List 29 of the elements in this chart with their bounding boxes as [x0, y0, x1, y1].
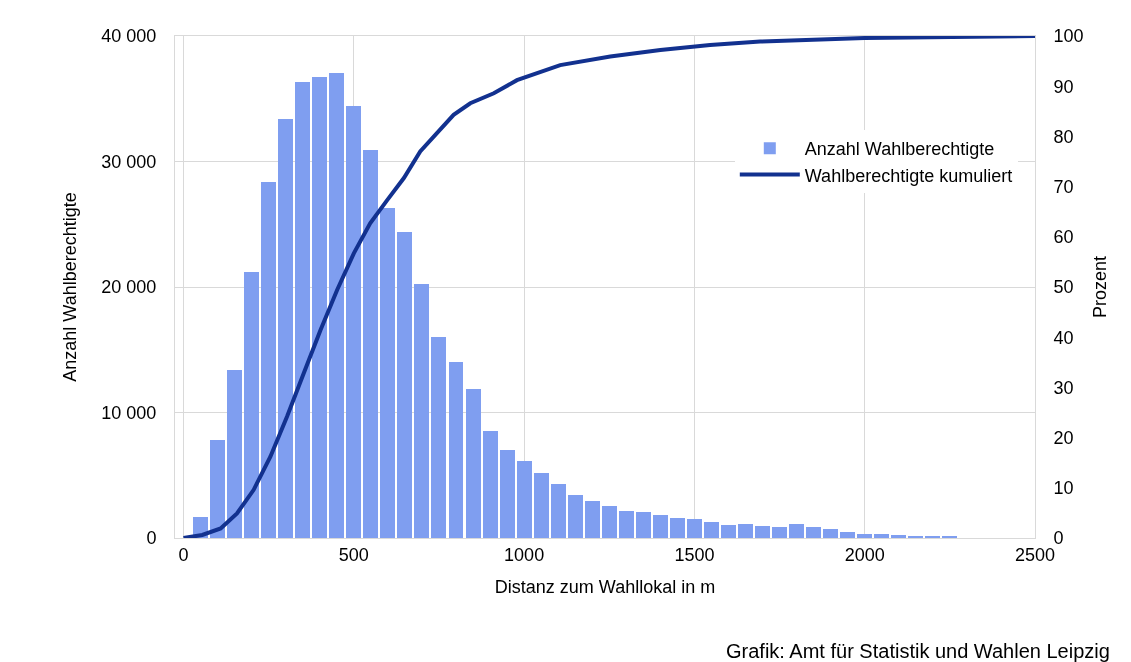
y2-tick-label: 70 [1053, 176, 1074, 197]
y2-tick-label: 10 [1053, 478, 1074, 499]
x-tick-label: 1500 [674, 544, 715, 565]
y2-tick-label: 40 [1053, 327, 1074, 348]
text: Grafik: Amt für Statistik und Wahlen Leipzig [726, 640, 1110, 662]
x-axis-title: Distanz zum Wahllokal in m [494, 576, 716, 597]
line-series [181, 36, 1035, 538]
y2-tick-label: 60 [1053, 227, 1074, 248]
x-tick-label: 500 [338, 544, 369, 565]
legend-label: Wahlberechtigte kumuliert [804, 165, 1013, 186]
x-tick-label: 1000 [504, 544, 545, 565]
legend-label: Anzahl Wahlberechtigte [804, 139, 995, 160]
y2-tick-label: 90 [1053, 76, 1074, 97]
y-tick-label: 10 000 [101, 402, 157, 423]
y-tick-label: 20 000 [101, 277, 157, 298]
y2-tick-label: 30 [1053, 377, 1074, 398]
y2-axis-title: Prozent [1089, 255, 1110, 319]
y2-tick-label: 20 [1053, 427, 1074, 448]
y2-tick-label: 50 [1053, 277, 1074, 298]
y-tick-label: 0 [146, 528, 157, 549]
y2-tick-label: 100 [1053, 26, 1084, 47]
x-tick-label: 2500 [1014, 544, 1056, 565]
x-tick-label: 0 [178, 544, 189, 565]
y2-tick-label: 80 [1053, 126, 1074, 147]
y-axis-title: Anzahl Wahlberechtigte [59, 192, 80, 382]
y2-tick-label: 0 [1053, 528, 1064, 549]
x-tick-label: 2000 [844, 544, 885, 565]
y-tick-label: 40 000 [101, 26, 157, 47]
y-tick-label: 30 000 [101, 151, 157, 172]
